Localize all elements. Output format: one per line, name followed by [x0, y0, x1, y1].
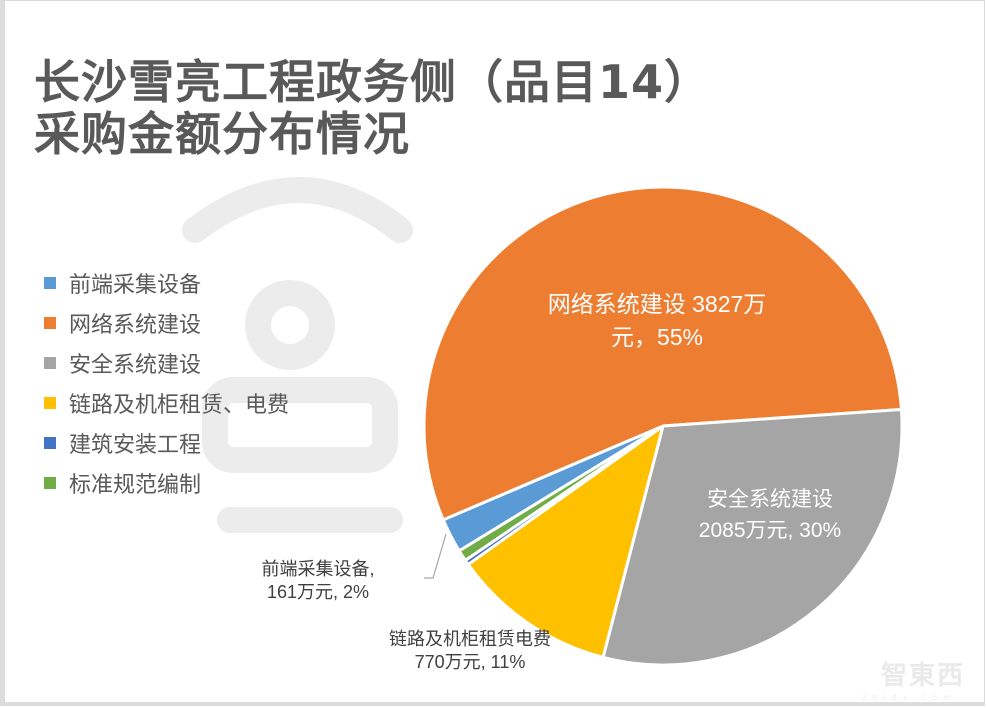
legend-swatch-icon [44, 357, 56, 369]
chart-title-line1: 长沙雪亮工程政务侧（品目14） [34, 55, 712, 109]
data-label-link-line2: 770万元, 11% [415, 652, 526, 672]
legend-label: 链路及机柜租赁、电费 [69, 393, 290, 418]
legend-item-link: 链路及机柜租赁、电费 [44, 383, 289, 423]
legend-item-security: 安全系统建设 [44, 343, 289, 383]
pie-slice-network [422, 185, 903, 522]
watermark-logo: 智東西 [880, 661, 965, 691]
data-label-link-line1: 链路及机柜租赁电费 [389, 629, 551, 649]
legend-item-standards: 标准规范编制 [44, 463, 289, 503]
legend-item-network: 网络系统建设 [44, 303, 289, 343]
pie-slice-security [601, 407, 904, 667]
data-label-security-line1: 安全系统建设 [707, 488, 833, 511]
legend-swatch-icon [44, 277, 56, 289]
legend-label: 标准规范编制 [69, 473, 202, 498]
legend-swatch-icon [44, 477, 56, 489]
legend-label: 前端采集设备 [69, 273, 202, 298]
chart-title: 长沙雪亮工程政务侧（品目14） 采购金额分布情况 [34, 56, 711, 160]
chart-title-line2: 采购金额分布情况 [34, 107, 410, 161]
legend: 前端采集设备 网络系统建设 安全系统建设 链路及机柜租赁、电费 建筑安装工程 标… [44, 263, 289, 503]
legend-item-frontend: 前端采集设备 [44, 263, 289, 303]
leader-line [424, 533, 447, 579]
legend-swatch-icon [44, 397, 56, 409]
legend-label: 建筑安装工程 [69, 433, 202, 458]
data-label-frontend-line2: 161万元, 2% [267, 582, 369, 602]
watermark-url: zhidx.com [862, 693, 957, 702]
legend-item-construction: 建筑安装工程 [44, 423, 289, 463]
legend-label: 安全系统建设 [69, 353, 202, 378]
pie-slice-link [466, 424, 665, 659]
data-label-network-line2: 元，55% [611, 324, 703, 350]
legend-swatch-icon [44, 437, 56, 449]
data-label-frontend-line1: 前端采集设备, [261, 559, 374, 579]
legend-swatch-icon [44, 317, 56, 329]
data-label-security-line2: 2085万元, 30% [699, 519, 841, 542]
data-label-network-line1: 网络系统建设 3827万 [548, 291, 767, 317]
legend-label: 网络系统建设 [69, 313, 202, 338]
pie-slice-standards [457, 424, 665, 562]
